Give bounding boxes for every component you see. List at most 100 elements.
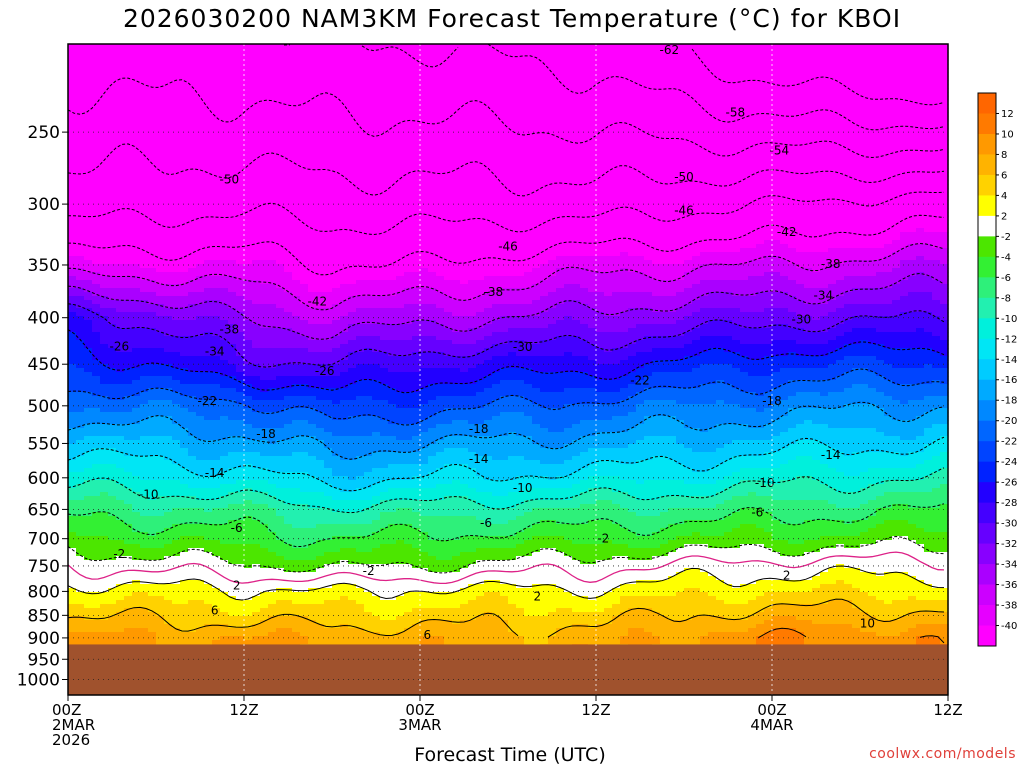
isotherm-line [67,368,945,426]
contour-label: -6 [480,516,492,530]
colorbar-tick-label: -30 [1001,519,1017,530]
plot-frame [67,43,949,696]
colorbar-swatch [978,318,996,340]
colorbar: 12 10 8 6 4 2 -2 -4 -6 -8 -10 -12 -14 -16 -18 -20 -22 -24… [977,92,1017,647]
contour-label: 2 [783,568,791,582]
y-tick-label: 300 [28,195,60,215]
colorbar-tick-label: -40 [1001,621,1017,632]
y-tick-label: 250 [28,123,60,143]
temperature-field [68,44,949,646]
y-tick-label: 850 [28,606,60,626]
isotherm-line [67,598,945,638]
contour-label: -10 [139,488,159,502]
colorbar-swatch [978,441,996,463]
contour-label: -34 [205,345,225,359]
colorbar-swatch [978,195,996,217]
colorbar-swatch [978,338,996,360]
colorbar-swatch [978,215,996,237]
colorbar-swatch [978,502,996,524]
colorbar-tick-label: -6 [1001,273,1011,284]
contour-label: -38 [484,285,504,299]
colorbar-swatch [978,584,996,606]
isotherm-line [67,143,945,197]
x-tick-label: 2026 [52,731,90,749]
contour-label: -42 [308,295,328,309]
colorbar-swatch [978,113,996,135]
isotherm-line [757,627,945,644]
y-tick-label: 1000 [17,671,60,691]
colorbar-tick-label: -26 [1001,478,1017,489]
colorbar-tick-label: -16 [1001,375,1017,386]
contour-label: -30 [792,313,812,327]
contour-label: -50 [674,170,694,184]
isotherm-line [67,303,945,368]
contour-label: -50 [220,173,240,187]
contour-label: -46 [498,239,518,253]
colorbar-tick-label: 8 [1001,150,1007,161]
contour-label: 10 [860,617,875,631]
contour-label: -58 [726,106,746,120]
x-tick-label: 12Z [933,701,962,719]
isotherm-line [67,401,945,460]
colorbar-tick-label: -36 [1001,580,1017,591]
colorbar-tick-label: -32 [1001,539,1017,550]
y-tick-label: 700 [28,530,60,550]
contour-label: -18 [469,422,489,436]
contour-label: -2 [113,547,125,561]
colorbar-tick-label: 10 [1001,129,1014,140]
x-tick-label: 2MAR [52,716,95,734]
colorbar-swatch [978,461,996,483]
freezing-line [67,551,945,585]
y-tick-label: 400 [28,309,60,329]
isotherm-contours [67,43,945,644]
isotherm-line [67,77,945,159]
colorbar-tick-label: -34 [1001,560,1017,571]
colorbar-tick-label: -24 [1001,457,1017,468]
contour-label: -18 [762,394,782,408]
y-tick-label: 800 [28,582,60,602]
colorbar-swatch [978,564,996,585]
contour-label: -22 [198,394,218,408]
y-tick-label: 650 [28,500,60,520]
colorbar-tick-label: -12 [1001,334,1017,345]
x-axis-label: Forecast Time (UTC) [414,744,606,766]
colorbar-swatch [978,174,996,196]
colorbar-swatch [978,420,996,442]
colorbar-swatch [978,277,996,299]
y-tick-label: 750 [28,557,60,577]
colorbar-swatch [978,523,996,544]
colorbar-swatch [978,256,996,278]
y-tick-label: 500 [28,397,60,417]
x-tick-label: 12Z [581,701,610,719]
isotherm-line [67,565,945,601]
colorbar-tick-label: 6 [1001,170,1007,181]
contour-label: -30 [513,340,533,354]
contour-label: -6 [231,521,243,535]
isotherm-line [67,503,945,548]
contour-label: -6 [751,505,763,519]
y-axis: 250 300 350 400 450 500 550 600 650 700 750 800 850 9… [17,123,68,691]
isotherm-line [67,214,945,276]
contour-label: -42 [777,225,797,239]
colorbar-tick-label: -20 [1001,416,1017,427]
contour-label: -26 [110,339,130,353]
colorbar-swatch [978,93,996,114]
colorbar-swatch [978,154,996,176]
colorbar-swatch [978,605,996,626]
contour-label: -38 [220,322,240,336]
y-tick-label: 600 [28,469,60,489]
contour-label: -14 [205,466,225,480]
isotherm-line [67,329,945,394]
colorbar-swatch [978,236,996,258]
x-tick-label: 12Z [229,701,258,719]
contour-label: -26 [315,364,335,378]
contour-label: -46 [674,204,694,218]
chart-title: 2026030200 NAM3KM Forecast Temperature (… [122,4,902,33]
colorbar-tick-label: -28 [1001,498,1017,509]
colorbar-tick-label: -38 [1001,601,1017,612]
terrain-mask [68,644,948,695]
colorbar-tick-label: -8 [1001,293,1011,304]
colorbar-tick-label: 12 [1001,109,1014,120]
colorbar-swatch [978,625,996,647]
contour-label: -2 [363,564,375,578]
